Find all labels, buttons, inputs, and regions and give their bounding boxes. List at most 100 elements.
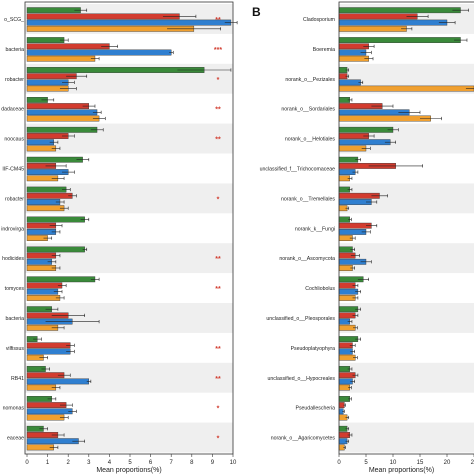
bar-blue <box>26 378 89 385</box>
bar-blue <box>338 139 391 146</box>
category-label: Boeremia <box>313 47 335 53</box>
bar-green <box>26 246 85 253</box>
bar-orange <box>26 384 57 391</box>
x-tick-label: 6 <box>149 460 153 466</box>
bar-blue <box>26 49 172 56</box>
significance-marker: ** <box>215 376 221 383</box>
significance-marker: * <box>217 77 220 84</box>
bar-orange <box>26 414 65 421</box>
bar-blue <box>26 169 69 175</box>
category-label: bacteria <box>6 47 25 53</box>
significance-marker: ** <box>215 346 221 353</box>
bar-orange <box>338 354 356 361</box>
x-axis-label: Mean proportions(%) <box>96 467 161 474</box>
bar-orange <box>338 55 369 62</box>
bar-green <box>26 7 81 14</box>
category-label: bacteria <box>6 316 25 322</box>
bar-green <box>338 306 359 313</box>
x-tick-label: 3 <box>87 460 91 466</box>
significance-marker: ** <box>215 256 221 263</box>
category-label: Pseudoplatyophyra <box>291 346 336 352</box>
bar-red <box>26 133 69 139</box>
bar-green <box>26 156 83 163</box>
x-tick-label: 4 <box>108 460 112 466</box>
x-tick-label: 7 <box>170 460 174 466</box>
bar-orange <box>338 324 356 331</box>
bar-red <box>26 252 57 259</box>
category-label: tomyces <box>5 286 25 292</box>
significance-marker: ** <box>215 286 221 293</box>
x-tick-label: 20 <box>444 460 451 466</box>
category-label: eaceae <box>7 436 24 442</box>
category-label: noocaus <box>4 137 24 143</box>
category-label: norank_o__Pezizales <box>285 77 335 83</box>
plot-frame <box>338 1 474 455</box>
bar-blue <box>338 79 361 86</box>
significance-marker: *** <box>214 47 222 54</box>
bar-blue <box>26 199 61 205</box>
bar-green <box>338 7 461 14</box>
bar-orange <box>26 145 57 152</box>
panel-a: o_SCG_ **bacteria ***robacter *dadaceae **no… <box>1 1 238 474</box>
bar-green <box>26 276 96 283</box>
bar-blue <box>26 348 71 355</box>
bar-orange <box>26 295 61 301</box>
bar-green <box>26 126 98 133</box>
category-label: Pseudallescheria <box>295 406 335 412</box>
x-tick-label: 1 <box>46 460 50 466</box>
x-tick-label: 5 <box>128 460 132 466</box>
category-label: norank_o__Ascomycota <box>279 256 335 262</box>
bar-orange <box>26 55 96 62</box>
bar-blue <box>26 109 98 116</box>
bar-red <box>26 192 73 199</box>
panel-b: Cladosporium Boeremia norank_o__Pezizalesn… <box>252 1 474 474</box>
bar-blue <box>338 19 448 26</box>
category-label: unclassified_f__Trichocomaceae <box>260 166 335 172</box>
plot-frame <box>24 1 234 455</box>
category-label: norank_o__Helotiales <box>285 137 336 143</box>
x-tick-label: 25 <box>471 460 474 466</box>
bar-green <box>26 216 85 223</box>
x-tick-label: 2 <box>67 460 71 466</box>
bar-green <box>338 336 359 342</box>
bar-red <box>26 43 110 50</box>
significance-marker: * <box>217 196 220 203</box>
category-label: norank_o__Tremellales <box>281 196 335 202</box>
category-label: hodicides <box>2 256 24 262</box>
row-band <box>339 243 474 274</box>
category-label: robacter <box>5 196 24 202</box>
panel-label: B <box>252 5 261 19</box>
row-band <box>339 422 474 453</box>
bar-red <box>338 13 418 20</box>
x-axis-label: Mean proportions(%) <box>369 467 434 474</box>
bar-blue <box>338 288 359 295</box>
bar-red <box>26 342 71 349</box>
category-label: nomonas <box>3 406 25 412</box>
bar-blue <box>26 438 79 445</box>
row-band <box>25 422 233 453</box>
bar-blue <box>26 228 57 235</box>
bar-green <box>338 126 394 133</box>
row-band <box>339 362 474 393</box>
bar-orange <box>338 115 432 122</box>
x-tick-label: 0 <box>25 460 29 466</box>
bar-red <box>26 13 180 20</box>
x-tick-label: 10 <box>230 460 237 466</box>
category-label: robacter <box>5 77 24 83</box>
significance-marker: ** <box>215 137 221 144</box>
category-label: norank_k__Fungi <box>295 226 335 232</box>
category-label: unclassified_o__Hypocreales <box>268 376 336 382</box>
category-label: o_SCG_ <box>4 17 24 23</box>
category-label: RB41 <box>11 376 24 382</box>
x-tick-label: 8 <box>190 460 194 466</box>
x-tick-label: 9 <box>211 460 215 466</box>
bar-green <box>338 156 359 163</box>
bar-red <box>26 103 89 110</box>
bar-orange <box>338 85 474 92</box>
bar-green <box>26 37 65 44</box>
significance-marker: * <box>217 406 220 413</box>
category-label: dadaceae <box>1 107 24 113</box>
x-tick-label: 15 <box>417 460 424 466</box>
